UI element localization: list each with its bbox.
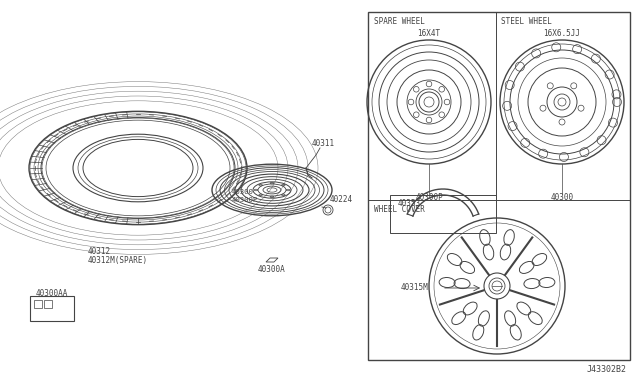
Text: 40300AA: 40300AA	[36, 289, 68, 298]
Text: 40300: 40300	[550, 192, 573, 202]
Bar	[368, 12, 630, 360]
Text: STEEL WHEEL: STEEL WHEEL	[501, 16, 552, 26]
Bar	[30, 296, 74, 321]
Text: 40300P: 40300P	[415, 192, 443, 202]
Text: 40300: 40300	[232, 189, 254, 195]
Text: 40353: 40353	[398, 199, 421, 208]
Bar	[44, 300, 52, 308]
Bar	[390, 195, 496, 233]
Text: WHEEL COVER: WHEEL COVER	[374, 205, 425, 214]
Text: 40300A: 40300A	[258, 266, 286, 275]
Text: 40300P: 40300P	[232, 197, 259, 203]
Text: J43302B2: J43302B2	[587, 366, 627, 372]
Bar	[34, 300, 42, 308]
Text: SPARE WHEEL: SPARE WHEEL	[374, 16, 425, 26]
Text: 40312M(SPARE): 40312M(SPARE)	[88, 256, 148, 264]
Text: 40312: 40312	[88, 247, 111, 256]
Text: 40315M: 40315M	[400, 283, 428, 292]
Text: 40311: 40311	[312, 138, 335, 148]
Text: 40224: 40224	[330, 196, 353, 205]
Text: 16X4T: 16X4T	[417, 29, 440, 38]
Text: 16X6.5JJ: 16X6.5JJ	[543, 29, 580, 38]
